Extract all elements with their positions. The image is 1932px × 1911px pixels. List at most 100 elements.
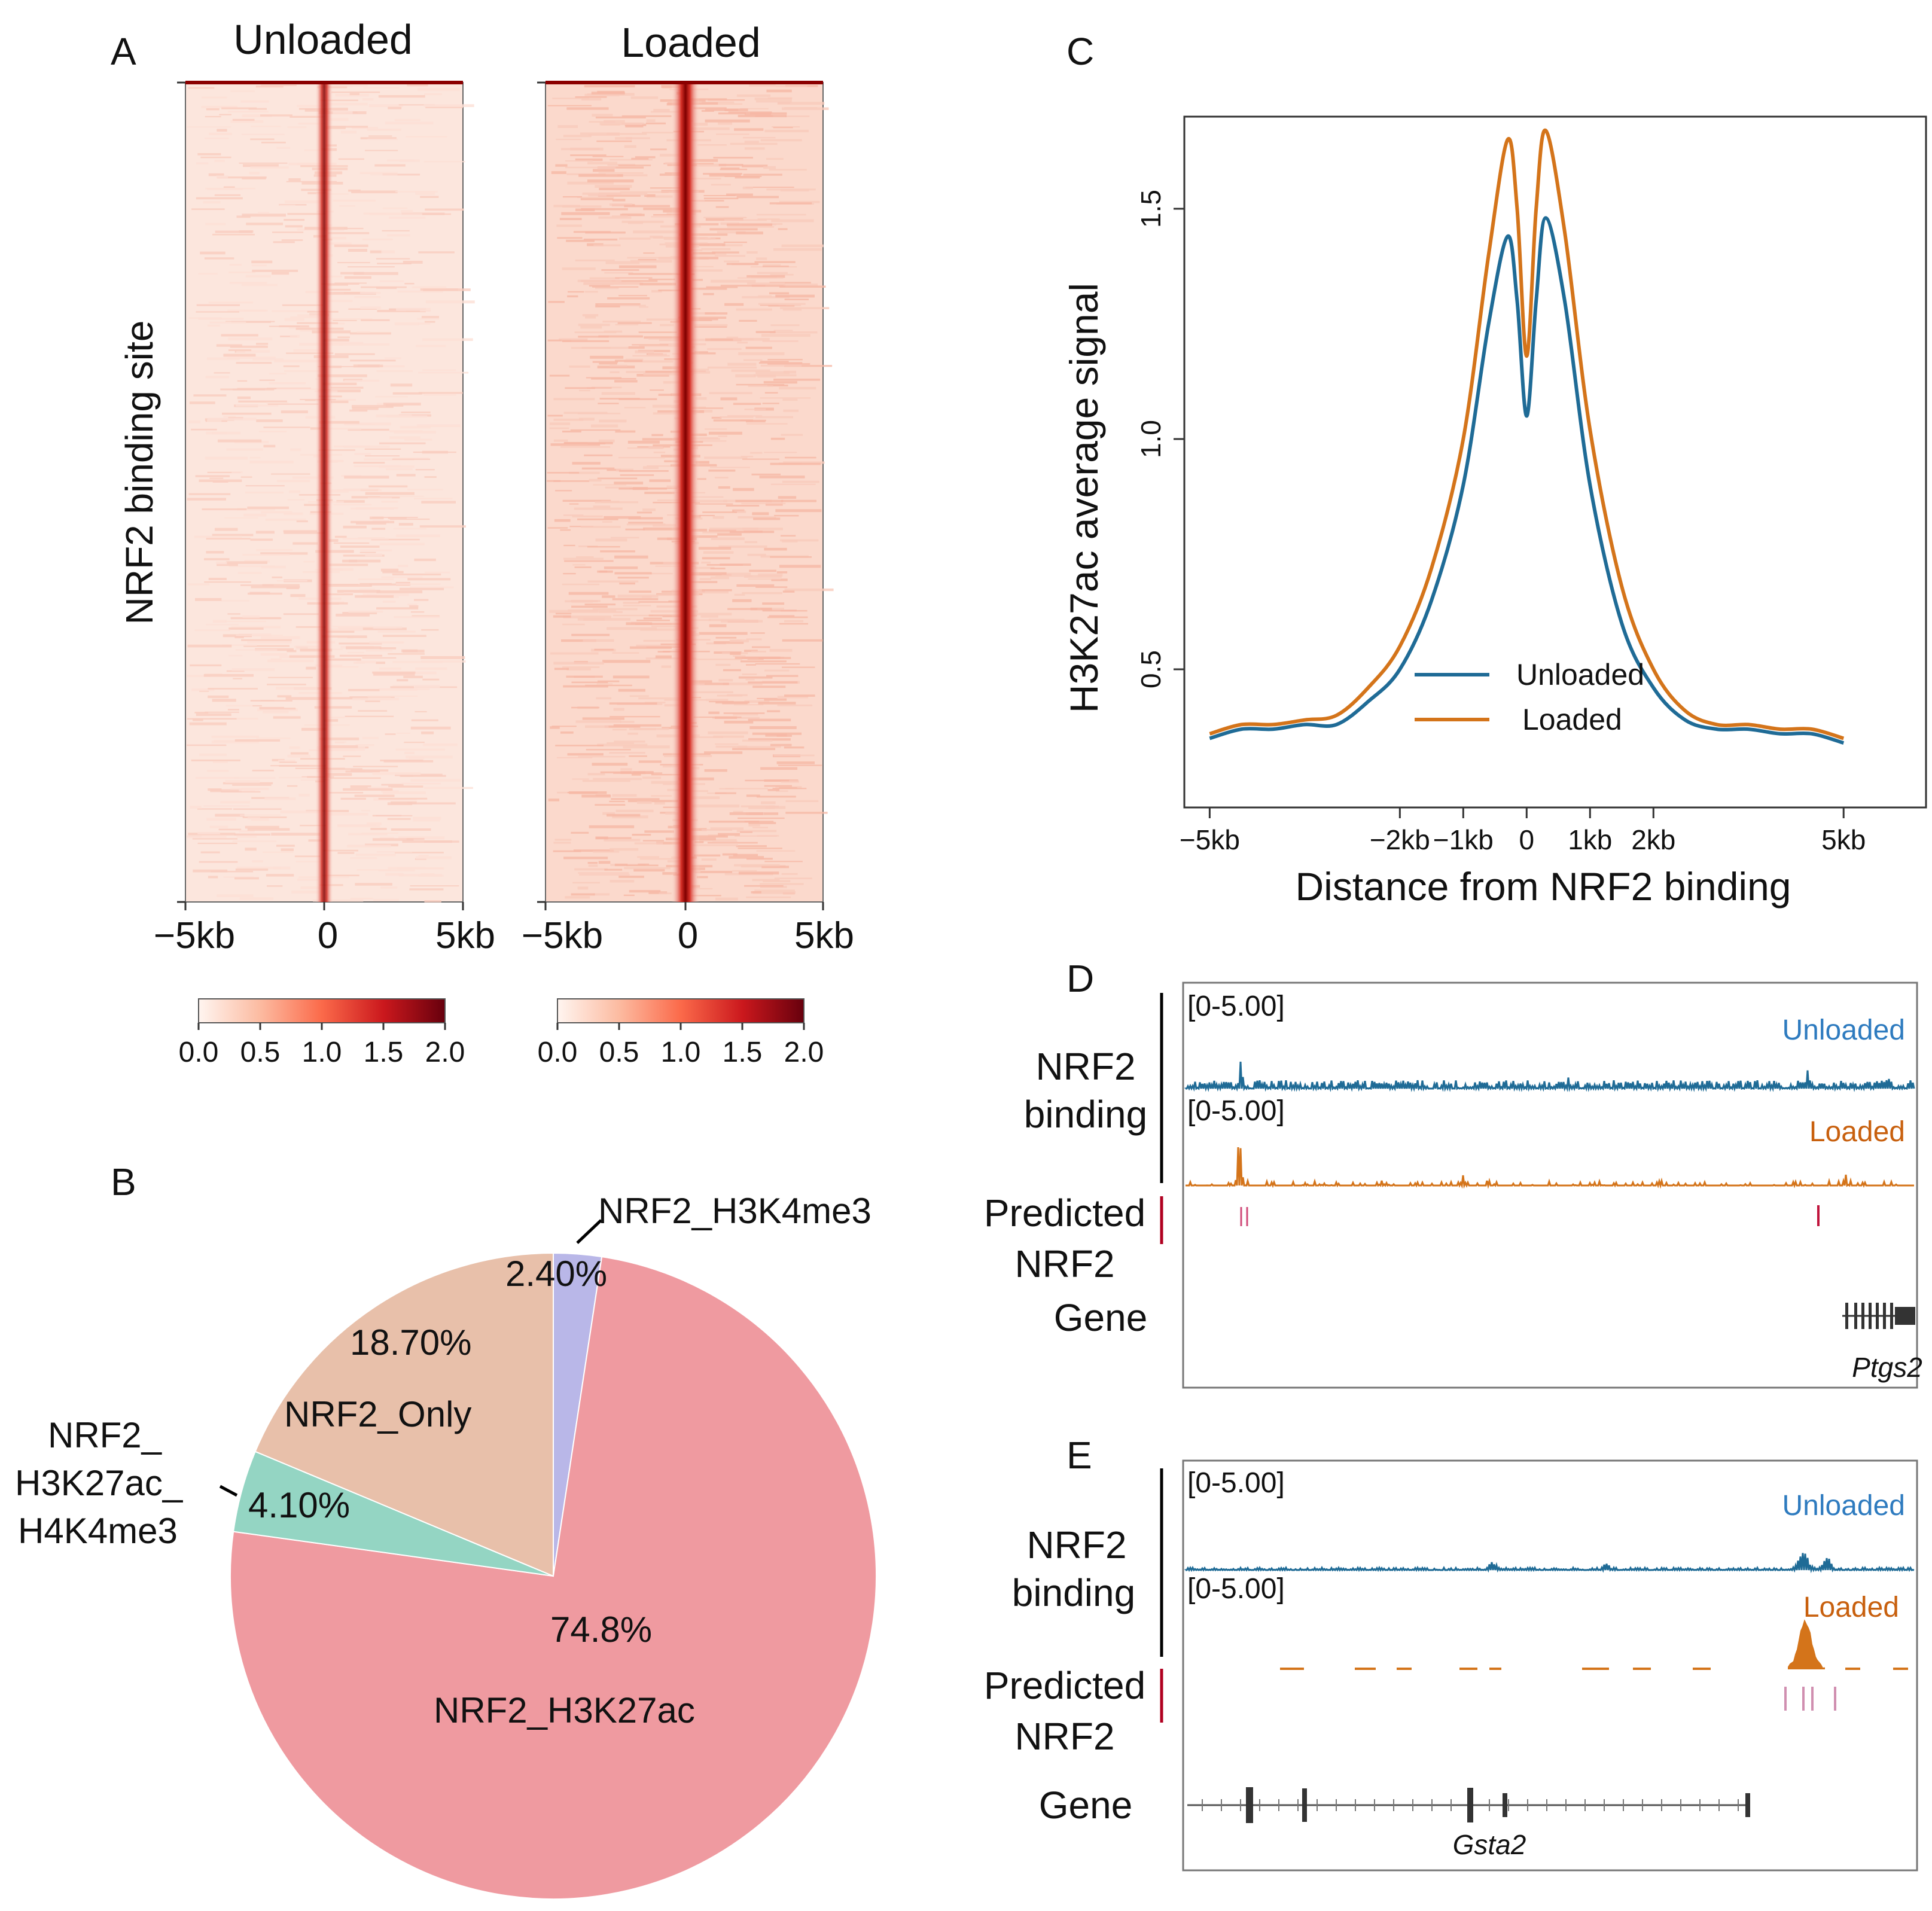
heatmap-texture [607, 627, 657, 630]
heatmap-texture [581, 526, 621, 528]
heatmap-texture [250, 538, 273, 541]
heatmap-texture [325, 773, 352, 776]
heatmap-texture [339, 642, 382, 645]
heatmap-texture [296, 520, 308, 523]
heatmap-texture [630, 260, 672, 263]
heatmap-texture [780, 539, 819, 542]
heatmap-texture [241, 788, 269, 790]
heatmap-texture [325, 459, 344, 462]
heatmap-texture [649, 479, 671, 482]
heatmap-texture [217, 563, 238, 566]
gene-exon [1883, 1303, 1886, 1329]
heatmap-texture [746, 423, 788, 425]
heatmap-texture [651, 781, 678, 784]
heatmap-texture [330, 386, 364, 389]
heatmap-texture [549, 374, 570, 377]
heatmap-texture [572, 515, 603, 517]
heatmap-texture [614, 863, 628, 867]
heatmap-texture [241, 639, 292, 641]
heatmap-texture [259, 431, 287, 432]
heatmap-texture [319, 420, 359, 424]
heatmap-texture [421, 501, 456, 504]
heatmap-texture [212, 761, 228, 763]
heatmap-texture [223, 186, 235, 188]
heatmap-texture [776, 571, 788, 574]
colorbar-tick-label: 0.5 [240, 1037, 281, 1068]
heatmap-texture [681, 243, 726, 246]
heatmap-texture [199, 690, 209, 692]
heatmap-texture [248, 108, 267, 110]
heatmap-texture [751, 891, 761, 894]
heatmap-texture [565, 160, 593, 162]
heatmap-texture [597, 166, 644, 169]
y-tick-label: 0.5 [1135, 650, 1166, 688]
heatmap-texture [355, 744, 374, 746]
heatmap-texture [339, 654, 383, 657]
heatmap-texture [388, 653, 425, 655]
heatmap-texture [617, 322, 652, 324]
heatmap-texture [396, 583, 441, 585]
track-d-nrf2-label: NRF2 [1035, 1045, 1135, 1088]
heatmap-texture [747, 553, 766, 556]
heatmap-texture [403, 650, 425, 653]
heatmap-texture [611, 798, 660, 800]
heatmap-texture [748, 578, 781, 580]
heatmap-texture [415, 191, 435, 195]
heatmap-texture [740, 419, 766, 422]
heatmap-texture [407, 489, 443, 490]
heatmap-texture [652, 404, 687, 408]
heatmap-texture [279, 777, 318, 779]
heatmap-texture [200, 851, 220, 854]
heatmap-texture [271, 473, 310, 475]
heatmap-texture [240, 814, 281, 816]
x-tick-label: 2kb [1631, 824, 1675, 855]
heatmap-texture [191, 759, 240, 761]
heatmap-texture [228, 349, 252, 351]
heatmap-texture [223, 353, 256, 357]
heatmap-texture [618, 295, 647, 297]
heatmap-texture [387, 234, 410, 237]
heatmap-texture [315, 550, 354, 553]
heatmap-texture [404, 438, 432, 441]
heatmap-texture [583, 238, 618, 241]
x-axis-label: Distance from NRF2 binding [1296, 864, 1791, 909]
heatmap-texture [272, 576, 282, 578]
heatmap-texture [305, 291, 324, 294]
heatmap-texture [635, 156, 656, 159]
track-e-nrf2-label: NRF2 [1026, 1523, 1126, 1566]
heatmap-texture [321, 813, 368, 816]
heatmap-texture [752, 512, 769, 516]
heatmap-texture [773, 330, 793, 331]
x-tick-label: 5kb [1821, 824, 1866, 855]
heatmap-texture [191, 688, 215, 691]
heatmap-texture [348, 611, 383, 613]
heatmap-texture [595, 794, 611, 796]
heatmap-texture [584, 291, 598, 293]
heatmap-texture [627, 440, 660, 444]
heatmap-texture [693, 651, 710, 653]
heatmap-unloaded-xtick-center: 0 [318, 915, 338, 956]
heatmap-texture [233, 678, 242, 679]
heatmap-texture [229, 264, 242, 266]
heatmap-texture [206, 538, 251, 540]
heatmap-texture [344, 379, 380, 382]
heatmap-texture [373, 898, 399, 901]
heatmap-texture [287, 785, 298, 787]
heatmap-texture [231, 626, 281, 629]
heatmap-texture [394, 118, 420, 121]
heatmap-texture [324, 339, 349, 342]
heatmap-texture [578, 336, 609, 338]
heatmap-texture [726, 504, 760, 507]
heatmap-texture [276, 147, 291, 149]
heatmap-texture [560, 148, 600, 151]
heatmap-texture [614, 481, 644, 484]
heatmap-texture [703, 751, 743, 754]
heatmap-texture [699, 632, 748, 635]
heatmap-texture [587, 179, 634, 183]
heatmap-texture [592, 156, 624, 157]
heatmap-texture [318, 628, 363, 632]
heatmap-texture [418, 371, 469, 374]
heatmap-texture [744, 821, 774, 822]
heatmap-texture [407, 802, 456, 804]
heatmap-texture [633, 230, 681, 234]
